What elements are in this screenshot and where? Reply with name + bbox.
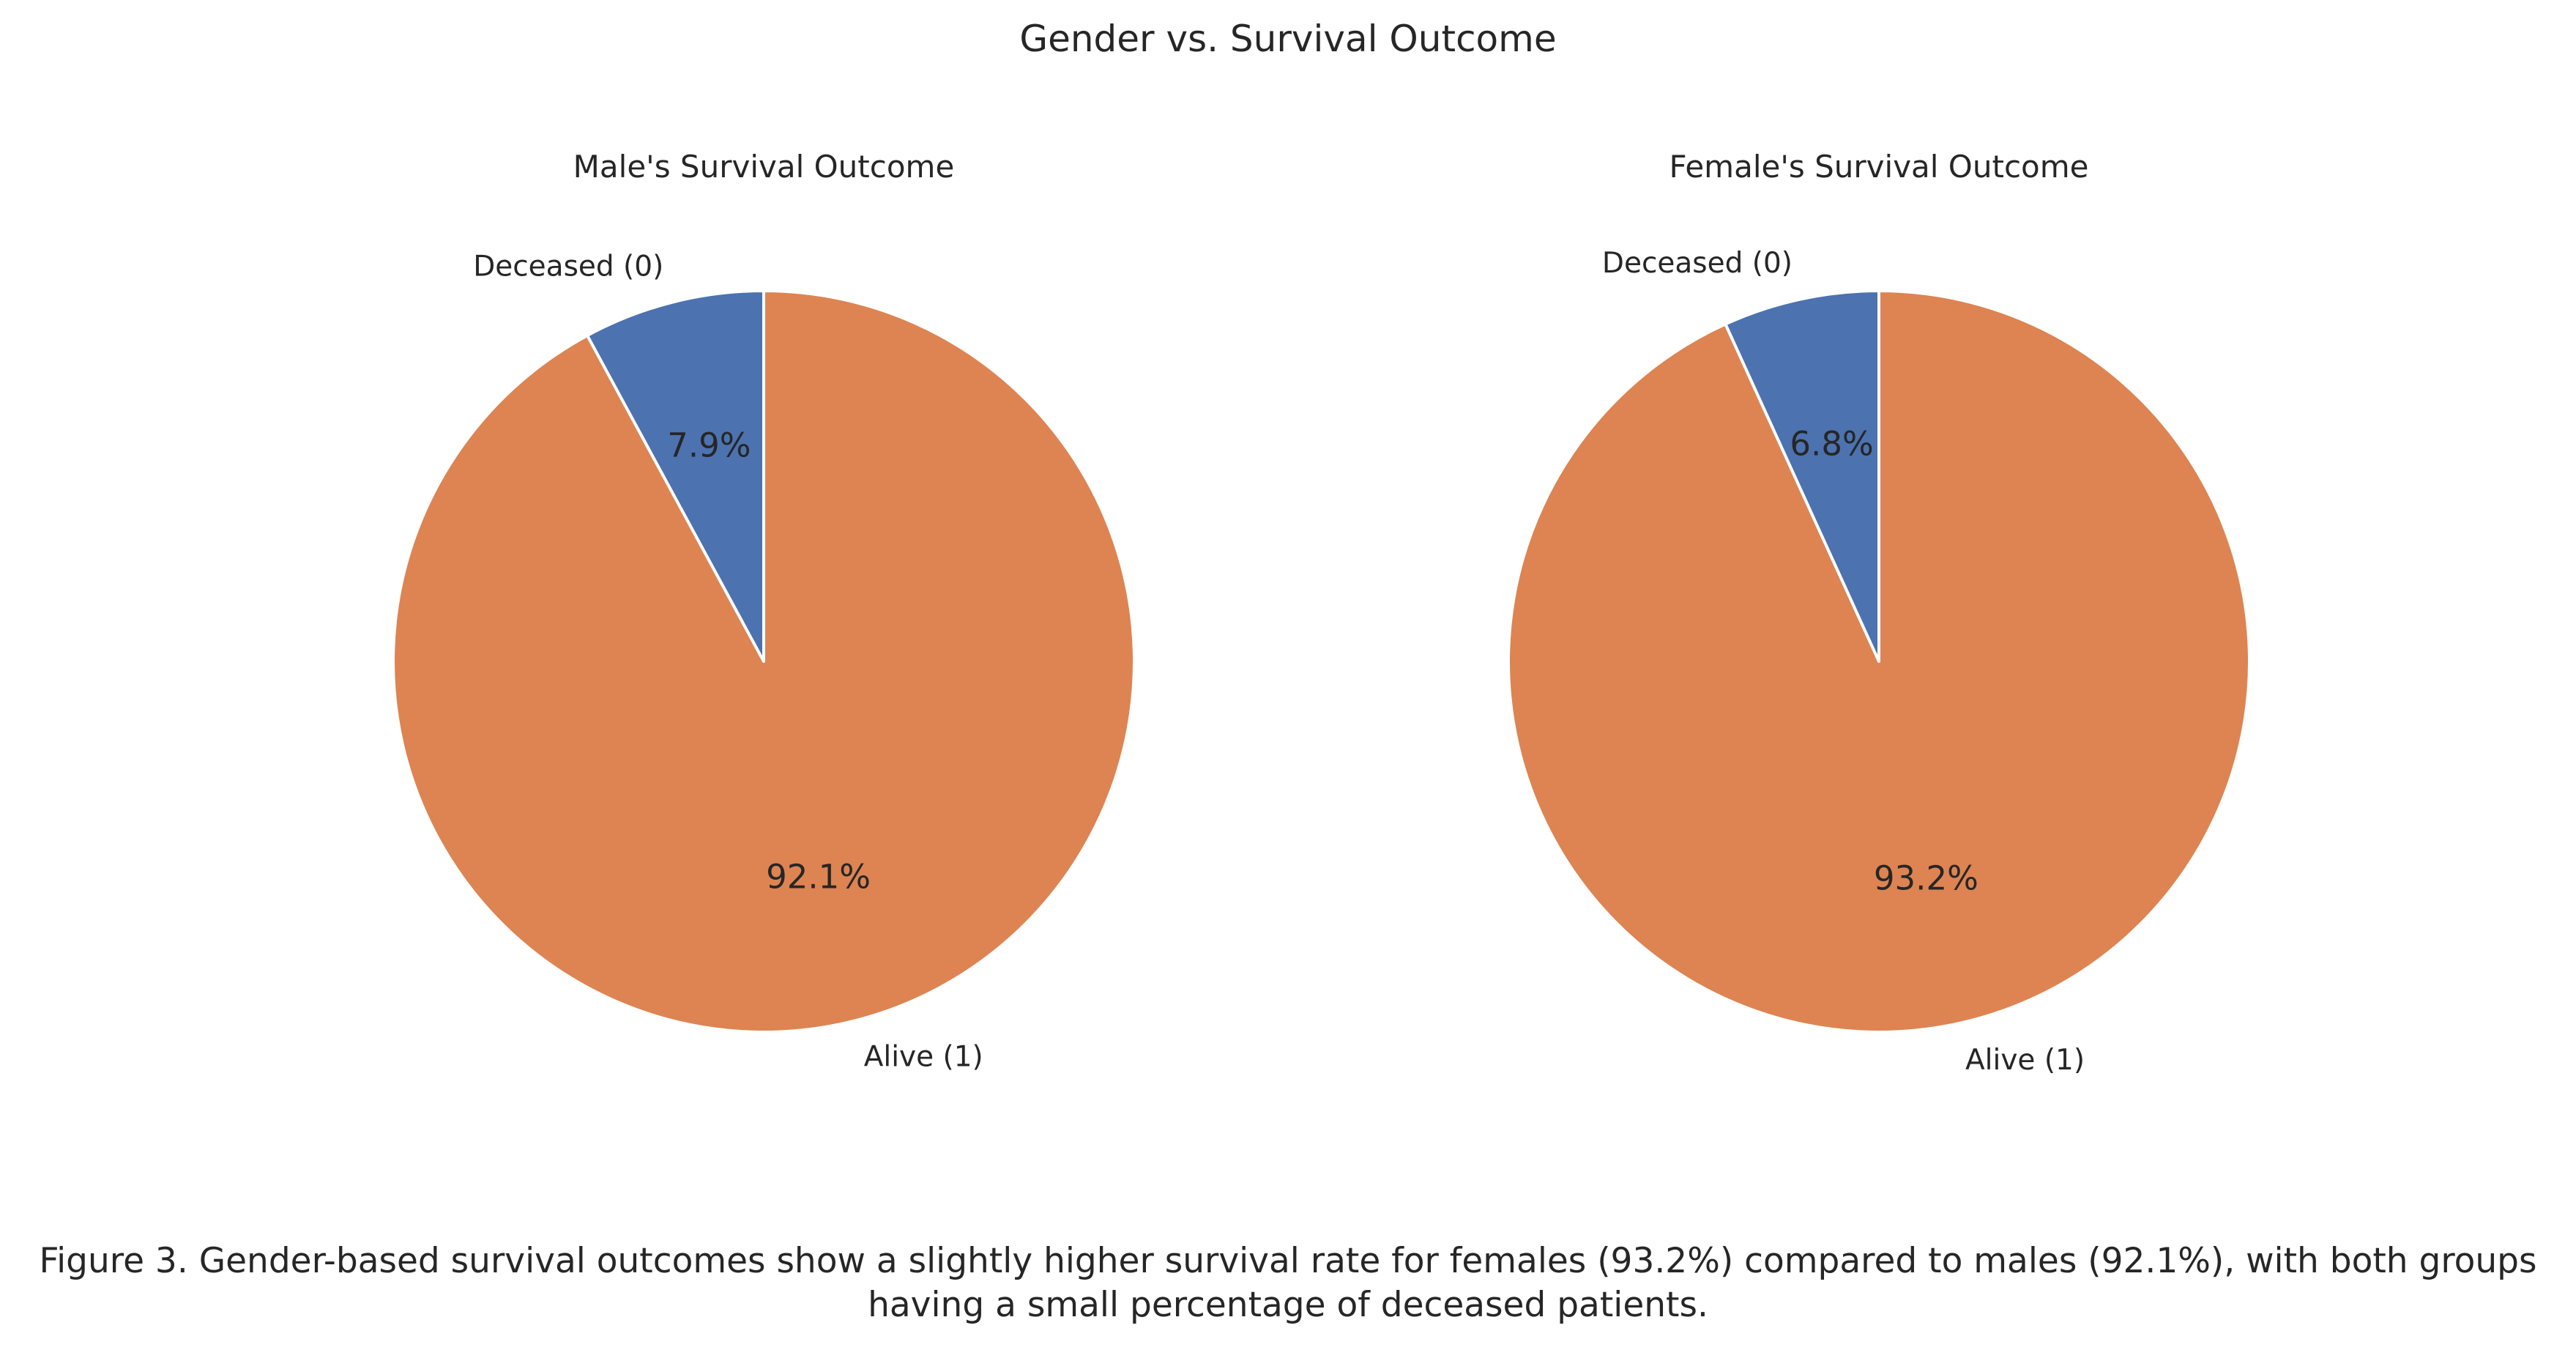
figure-title: Gender vs. Survival Outcome [1019,18,1556,60]
pie-slice-male-alive [392,289,1136,1034]
pie-chart-male: Male's Survival Outcome Deceased (0) Ali… [392,149,1136,1074]
pie-slice-male-deceased [586,289,765,663]
pie-label-female-alive: Alive (1) [1965,1044,2085,1077]
pie-pct-male-alive: 92.1% [766,857,871,896]
pie-pct-female-alive: 93.2% [1874,859,1978,898]
pie-slice-female-alive [1507,289,2251,1034]
pie-chart-female: Female's Survival Outcome Deceased (0) A… [1507,149,2251,1077]
pie-label-male-deceased: Deceased (0) [473,251,663,283]
figure-caption: Figure 3. Gender-based survival outcomes… [0,1239,2576,1327]
pie-pct-male-deceased: 7.9% [667,426,751,465]
figure-caption-line-1: Figure 3. Gender-based survival outcomes… [39,1241,2537,1281]
pie-label-male-alive: Alive (1) [864,1041,983,1074]
pie-label-female-deceased: Deceased (0) [1602,247,1793,280]
pie-pct-female-deceased: 6.8% [1790,424,1873,463]
figure-caption-line-2: having a small percentage of deceased pa… [868,1285,1708,1325]
pie-title-female: Female's Survival Outcome [1669,149,2088,185]
pie-title-male: Male's Survival Outcome [573,149,955,185]
pie-slice-female-deceased [1724,289,1880,663]
